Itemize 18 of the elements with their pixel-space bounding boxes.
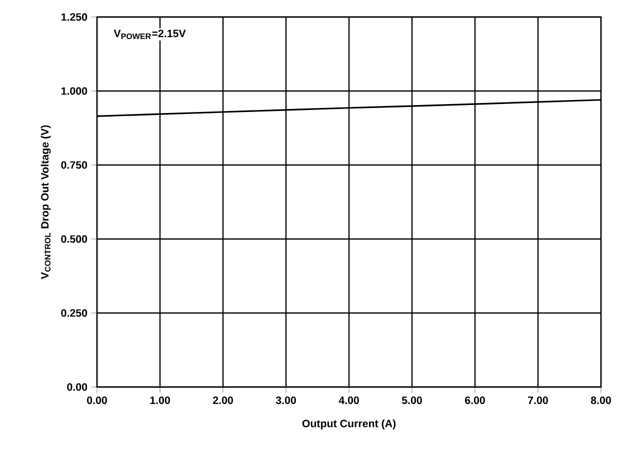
annotation: V$_{POWER}$=2.15V xyxy=(114,30,186,40)
x-tick-label: 5.00 xyxy=(402,396,422,404)
x-tick-label: 8.00 xyxy=(590,396,611,404)
x-tick-label: 2.00 xyxy=(213,396,233,404)
x-tick-label: 3.00 xyxy=(276,396,296,404)
x-tick-label: 7.00 xyxy=(528,396,548,404)
x-tick-label: 4.00 xyxy=(338,396,359,404)
y-tick-label: 0.750 xyxy=(61,161,88,169)
y-tick-label: 0.500 xyxy=(61,235,88,243)
y-tick-label: 1.000 xyxy=(61,87,88,95)
y-axis-title: V$_{CONTROL}$ Drop Out Voltage (V) xyxy=(40,125,51,280)
y-tick-label: 0.250 xyxy=(61,309,88,317)
x-tick-label: 1.00 xyxy=(150,396,170,404)
x-tick-label: 6.00 xyxy=(465,396,485,404)
x-axis-title: Output Current (A) xyxy=(302,419,396,430)
x-tick-label: 0.00 xyxy=(87,396,107,404)
y-tick-label: 0.00 xyxy=(67,383,88,391)
y-tick-label: 1.250 xyxy=(61,13,88,21)
